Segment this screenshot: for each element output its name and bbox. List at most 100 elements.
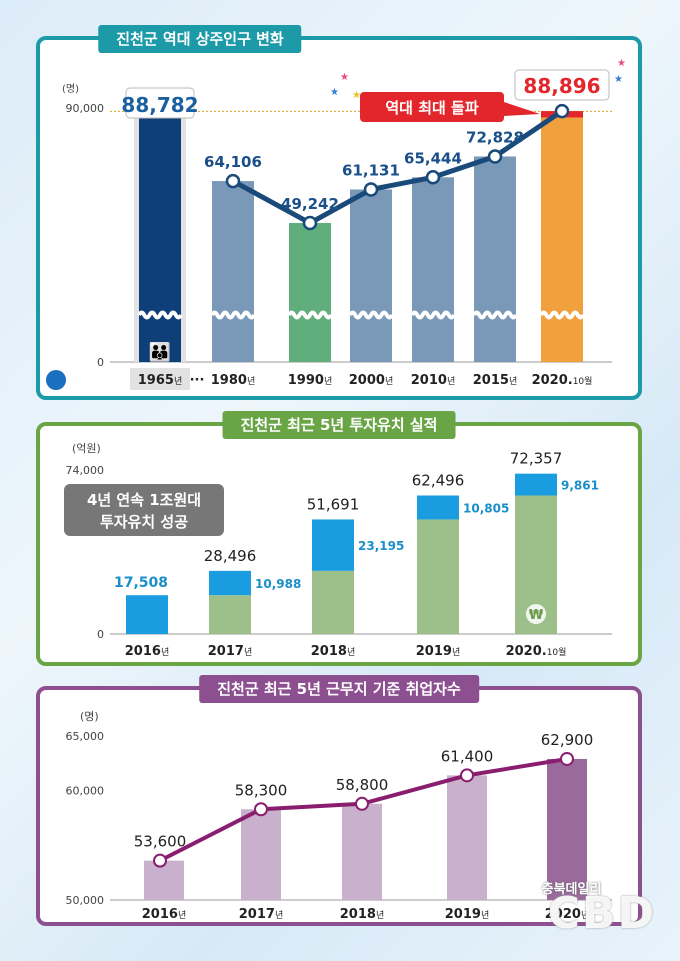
population-tick-0: 0 (97, 356, 104, 369)
investment-bar-increment-2019 (417, 495, 459, 520)
population-bar-2010 (412, 177, 454, 362)
population-bar-1965 (139, 111, 181, 362)
star-icon: ★ (614, 74, 623, 85)
won-symbol: ₩ (529, 608, 544, 623)
employment-xlabel-2019: 2019년 (445, 907, 489, 922)
population-callout-pointer (504, 102, 540, 116)
employment-value-2020: 62,900 (541, 731, 594, 749)
star-icon: ★ (330, 87, 339, 98)
employment-xlabel-2016: 2016년 (142, 907, 186, 922)
population-point-2020. (554, 103, 570, 119)
population-bar-2000 (350, 189, 392, 362)
population-bar-2015 (474, 156, 516, 362)
investment-xlabel-2016: 2016년 (125, 644, 169, 659)
investment-xlabel-2019: 2019년 (416, 644, 460, 659)
mascot-icon (46, 370, 66, 390)
investment-bar-increment-2016 (126, 595, 168, 634)
population-value-2000: 61,131 (342, 161, 400, 179)
investment-xlabel-2017: 2017년 (208, 644, 252, 659)
watermark-main: CBD (547, 888, 656, 939)
population-xlabel-2015: 2015년 (473, 373, 517, 388)
employment-bar-2016 (144, 860, 184, 900)
employment-xlabel-2018: 2018년 (340, 907, 384, 922)
employment-bar-2020 (547, 758, 587, 900)
population-panel: 진천군 역대 상주인구 변화 (명) 90,000 0 88,782 64,106 49,… (36, 25, 642, 400)
employment-value-2017: 58,300 (235, 781, 288, 799)
employment-value-2019: 61,400 (441, 747, 494, 765)
employment-xlabel-2017: 2017년 (239, 907, 283, 922)
employment-bar-2017 (241, 809, 281, 900)
population-break-wave-2 (287, 310, 333, 320)
investment-tick-74000: 74,000 (66, 464, 105, 477)
employment-panel: 진천군 최근 5년 근무지 기준 취업자수 (명) 65,000 60,000 50,… (36, 675, 642, 926)
population-point-2010 (425, 170, 441, 185)
star-icon: ★ (617, 58, 626, 69)
population-title: 진천군 역대 상주인구 변화 (98, 25, 302, 53)
investment-total-2017: 28,496 (204, 547, 257, 565)
family-icon: 👪 (149, 341, 171, 363)
population-chart: (명) 90,000 0 88,782 64,106 49,24261,13165,444… (46, 58, 626, 390)
population-xlabel-1980: 1980년 (211, 373, 255, 388)
employment-point-2018 (355, 796, 369, 811)
population-trend-line (231, 109, 564, 226)
investment-title: 진천군 최근 5년 투자유치 실적 (222, 411, 456, 439)
population-value-2010: 65,444 (404, 149, 462, 167)
employment-xlabel-2020: 2020년 (545, 907, 589, 922)
population-callout: 역대 최대 돌파 (385, 99, 478, 117)
population-value-2015: 72,828 (466, 128, 524, 146)
population-1965-label-box (125, 87, 195, 119)
investment-total-2019: 62,496 (412, 471, 465, 489)
employment-tick-50000: 50,000 (66, 894, 105, 907)
investment-total-2020.: 72,357 (510, 450, 563, 468)
population-value-1980: 64,106 (204, 153, 262, 171)
employment-value-2016: 53,600 (134, 833, 187, 851)
population-value-1965: 88,782 (121, 93, 198, 117)
investment-tick-0: 0 (97, 628, 104, 641)
investment-badge-box (64, 484, 224, 536)
investment-bar-increment-2020. (515, 473, 557, 496)
population-xlabel-1990: 1990년 (288, 373, 332, 388)
population-value-1990: 49,242 (281, 195, 339, 213)
population-value-2020: 88,896 (523, 74, 600, 98)
employment-tick-60000: 60,000 (66, 785, 105, 798)
investment-increment-2020.: 9,861 (561, 479, 599, 493)
star-icon: ★ (340, 72, 349, 83)
population-break-wave-5 (472, 310, 518, 320)
investment-badge-line-1: 투자유치 성공 (100, 513, 188, 531)
population-point-1980 (225, 173, 241, 189)
employment-point-2016 (153, 853, 167, 868)
investment-xlabel-2018: 2018년 (311, 644, 355, 659)
population-point-2015 (487, 149, 503, 164)
investment-unit: (억원) (72, 442, 101, 455)
population-xlabel-2020.: 2020.10월 (532, 373, 593, 388)
employment-bar-2019 (447, 775, 487, 900)
population-bar-1990 (289, 223, 331, 362)
investment-bar-base-2019 (417, 519, 459, 634)
employment-tick-65000: 65,000 (66, 730, 105, 743)
population-point-2000 (363, 182, 379, 197)
watermark: 충북데일리 CBD (542, 882, 656, 939)
population-xlabel-1965: 1965년 (138, 373, 182, 388)
population-xlabel-2000: 2000년 (349, 373, 393, 388)
population-xlabel-2010: 2010년 (411, 373, 455, 388)
investment-chart: (억원) 74,000 0 17,508 2016년 28,496 10,988 2017년 5… (64, 442, 612, 659)
investment-bar-base-2017 (209, 595, 251, 634)
investment-bar-base-2018 (312, 570, 354, 634)
population-2020-label-box (514, 69, 610, 101)
population-bar-2020. (541, 111, 583, 363)
investment-increment-2017: 10,988 (255, 577, 301, 591)
population-point-1990 (302, 215, 318, 231)
investment-increment-2018: 23,195 (358, 539, 404, 553)
population-break-wave-3 (348, 310, 394, 320)
investment-xlabel-2020.: 2020.10월 (506, 644, 567, 659)
employment-value-2018: 58,800 (336, 776, 389, 794)
won-coin-icon (526, 604, 546, 624)
population-ellipsis: ··· (190, 373, 205, 388)
investment-panel: 진천군 최근 5년 투자유치 실적 (억원) 74,000 0 17,508 2016년… (36, 411, 642, 666)
employment-chart: (명) 65,000 60,000 50,000 53,600 2016년 58,300 20… (66, 710, 612, 922)
watermark-sub: 충북데일리 (541, 882, 602, 897)
investment-bar-increment-2017 (209, 570, 251, 596)
population-unit: (명) (62, 83, 79, 95)
employment-bar-2018 (342, 803, 382, 900)
employment-title: 진천군 최근 5년 근무지 기준 취업자수 (199, 675, 479, 703)
